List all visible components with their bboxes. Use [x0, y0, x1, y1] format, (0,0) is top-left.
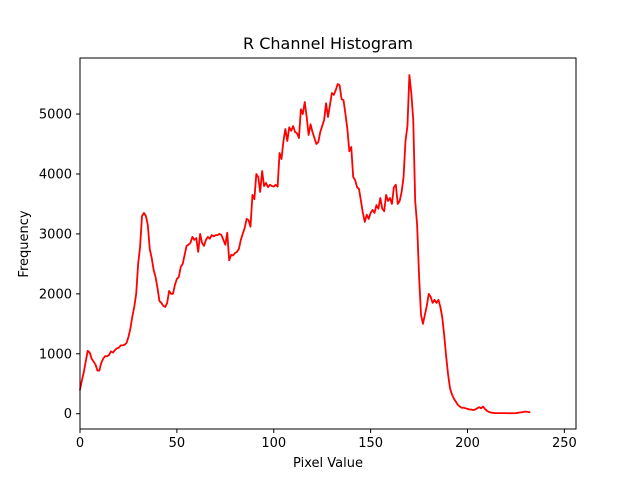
- y-axis-ticks: 0 1000 2000 3000 4000 5000: [39, 108, 80, 422]
- x-tick-label: 0: [76, 436, 84, 451]
- y-tick-label: 4000: [39, 167, 72, 182]
- y-tick-label: 5000: [39, 108, 72, 123]
- x-tick-label: 200: [455, 436, 480, 451]
- y-tick-label: 3000: [39, 227, 72, 242]
- x-axis-label: Pixel Value: [293, 456, 363, 471]
- x-axis-ticks: 0 50 100 150 200 250: [76, 429, 577, 451]
- y-tick-label: 2000: [39, 287, 72, 302]
- y-axis-label: Frequency: [17, 210, 32, 277]
- y-tick-label: 1000: [39, 347, 72, 362]
- chart-title: R Channel Histogram: [243, 34, 413, 53]
- series-line-r-channel: [79, 74, 531, 415]
- x-tick-label: 150: [358, 436, 383, 451]
- x-tick-label: 50: [169, 436, 186, 451]
- x-tick-label: 250: [552, 436, 577, 451]
- y-tick-label: 0: [64, 407, 72, 422]
- axes-frame: [79, 57, 577, 430]
- plot-area: 0 50 100 150 200 250 0 1000 2000 3000 4000 5000: [39, 57, 577, 451]
- x-tick-label: 100: [261, 436, 286, 451]
